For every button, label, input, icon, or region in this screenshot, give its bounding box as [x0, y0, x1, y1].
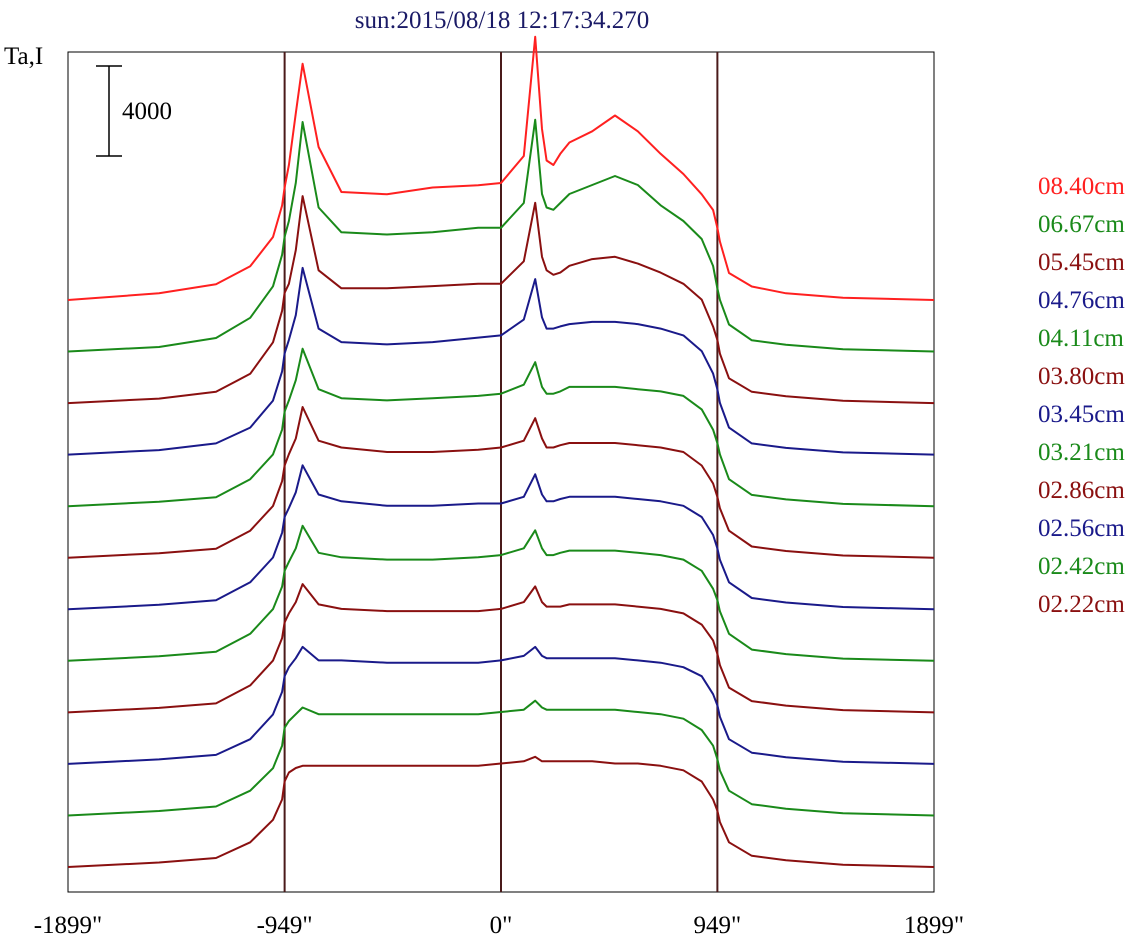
series-line-02.42cm	[67, 699, 935, 817]
series-line-03.21cm	[67, 524, 935, 662]
legend-entry-02.22cm: 02.22cm	[1038, 591, 1125, 618]
legend-entry-04.11cm: 04.11cm	[1038, 325, 1124, 352]
series-line-02.22cm	[67, 755, 935, 868]
scale-bar: 4000	[96, 65, 172, 157]
legend-entry-04.76cm: 04.76cm	[1038, 287, 1125, 314]
legend: 08.40cm 06.67cm 05.45cm 04.76cm 04.11cm 03.80…	[1038, 173, 1125, 618]
legend-entry-03.80cm: 03.80cm	[1038, 363, 1125, 390]
series-line-03.45cm	[67, 464, 935, 611]
series-line-04.11cm	[67, 347, 935, 508]
x-tick-label-4: 1899"	[904, 912, 964, 939]
legend-entry-08.40cm: 08.40cm	[1038, 173, 1125, 200]
scale-bar-label: 4000	[122, 98, 172, 125]
chart-title: sun:2015/08/18 12:17:34.270	[355, 7, 649, 34]
series-lines	[67, 35, 935, 868]
series-line-02.56cm	[67, 645, 935, 765]
legend-entry-03.45cm: 03.45cm	[1038, 401, 1125, 428]
x-tick-label-0: -1899"	[34, 912, 103, 939]
series-line-08.40cm	[67, 35, 935, 301]
series-line-04.76cm	[67, 266, 935, 456]
y-axis-label: Ta,I	[4, 43, 43, 70]
legend-entry-02.86cm: 02.86cm	[1038, 477, 1125, 504]
x-tick-label-3: 949"	[694, 912, 742, 939]
legend-entry-02.42cm: 02.42cm	[1038, 553, 1125, 580]
series-line-02.86cm	[67, 583, 935, 714]
series-line-03.80cm	[67, 406, 935, 559]
legend-entry-02.56cm: 02.56cm	[1038, 515, 1125, 542]
series-line-06.67cm	[67, 118, 935, 353]
x-tick-label-2: 0"	[490, 912, 513, 939]
legend-entry-06.67cm: 06.67cm	[1038, 211, 1125, 238]
legend-entry-05.45cm: 05.45cm	[1038, 249, 1125, 276]
x-tick-label-1: -949"	[257, 912, 313, 939]
legend-entry-03.21cm: 03.21cm	[1038, 439, 1125, 466]
series-line-05.45cm	[67, 195, 935, 405]
x-tick-labels: -1899" -949" 0" 949" 1899"	[34, 912, 964, 939]
